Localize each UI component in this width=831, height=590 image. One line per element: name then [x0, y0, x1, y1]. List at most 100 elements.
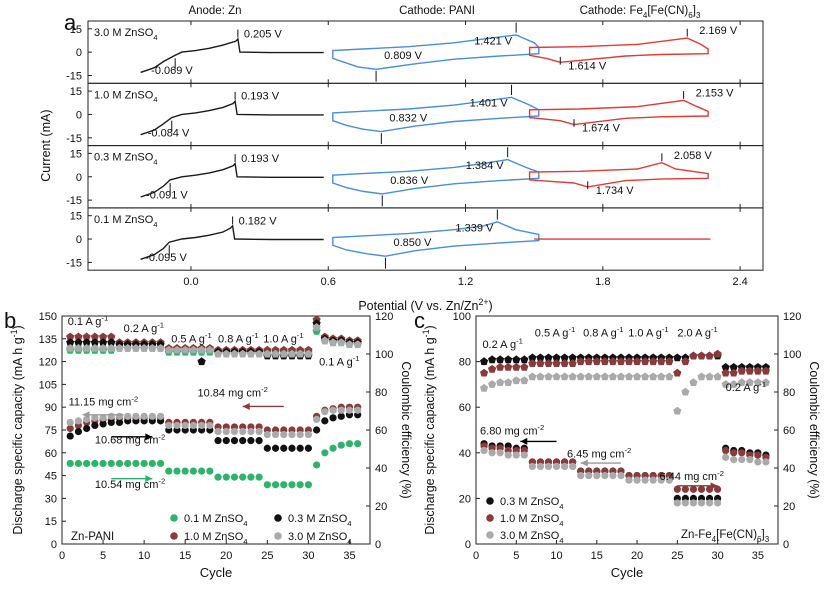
ce-point	[705, 372, 714, 381]
ce-point	[279, 349, 288, 358]
y-tick-label: -15	[66, 257, 82, 269]
label-span: -1	[759, 380, 766, 389]
capacity-point	[206, 467, 214, 475]
rate-label: 0.1 A g-1	[68, 314, 109, 328]
y-axis-title: Discharge specific capacity (mA h g-1)	[421, 325, 437, 534]
capacity-point	[649, 476, 657, 484]
capacity-point	[321, 408, 329, 416]
label-span: ]	[762, 529, 765, 541]
x-axis-title: Cycle	[200, 565, 233, 580]
pani-red-peak-label: 0.832 V	[389, 112, 428, 124]
zn-anode-cv-curve	[140, 161, 324, 198]
ce-point	[115, 344, 124, 352]
loading-label: 6.80 mg cm-2	[480, 423, 544, 437]
pani-ox-peak-label: 1.421 V	[474, 35, 513, 47]
capacity-point	[91, 414, 99, 422]
ce-point	[633, 372, 642, 381]
ce-point	[90, 338, 99, 347]
capacity-point	[304, 430, 312, 439]
capacity-point	[83, 459, 91, 468]
pani-red-peak-label: 0.850 V	[393, 237, 432, 249]
label-span: 2+	[479, 297, 489, 307]
pb-ox-peak-label: 2.169 V	[699, 25, 738, 37]
y2-tick-label: 60	[375, 425, 387, 437]
label-span: 0.1 M ZnSO	[94, 214, 154, 226]
capacity-point	[520, 451, 528, 459]
ce-point	[528, 359, 537, 367]
ce-point	[504, 378, 513, 386]
label-span: 1.0 M ZnSO	[500, 513, 560, 525]
x-tick-label: 5	[513, 550, 519, 562]
label-span: 10.68 mg cm	[95, 435, 159, 447]
ce-point	[246, 349, 255, 358]
capacity-point	[354, 406, 362, 414]
ce-point	[552, 353, 561, 362]
ce-point	[641, 357, 650, 366]
ce-point	[320, 336, 329, 345]
capacity-point	[329, 444, 337, 452]
legend-label: 3.0 M ZnSO4	[288, 531, 352, 546]
legend-marker	[486, 497, 494, 505]
y-tick-label: 30	[45, 493, 57, 505]
label-span: 6.80 mg cm	[480, 426, 537, 438]
capacity-point	[107, 418, 115, 426]
label-span: 0.5 A g	[171, 334, 205, 346]
zn-anode-cv-curve	[140, 37, 324, 74]
ce-point	[544, 359, 553, 367]
capacity-point	[705, 499, 714, 507]
ce-point	[520, 363, 529, 371]
ce-point	[713, 349, 722, 358]
ce-point	[600, 357, 609, 366]
label-span: 1.0 A g	[263, 334, 297, 346]
legend-marker	[170, 532, 178, 540]
y-tick-label: 0	[76, 234, 82, 246]
ce-point	[616, 357, 625, 366]
ce-point	[99, 332, 108, 341]
ce-point	[649, 357, 658, 366]
loading-arrow-head	[710, 482, 718, 490]
capacity-point	[74, 417, 83, 425]
label-span: 4	[559, 519, 564, 528]
capacity-point	[321, 417, 329, 425]
label-span: Discharge specific capacity (mA h g	[423, 337, 437, 534]
capacity-point	[263, 481, 271, 489]
capacity-point	[296, 430, 304, 439]
y2-tick-label: 0	[783, 539, 789, 551]
ce-point	[90, 344, 99, 352]
zn-ox-peak-label: 0.193 V	[241, 153, 280, 165]
label-span: -2	[624, 446, 631, 455]
legend-label: 3.0 M ZnSO4	[500, 530, 564, 545]
capacity-point	[280, 430, 288, 439]
ce-point	[496, 378, 505, 386]
y-tick-label: 15	[70, 86, 82, 98]
ce-point	[729, 380, 738, 388]
pb-ox-peak-label: 2.153 V	[696, 88, 735, 100]
ce-point	[197, 357, 206, 366]
pb-cathode-cv-curve	[528, 99, 709, 126]
y2-tick-label: 120	[375, 311, 393, 323]
loading-label: 11.15 mg cm-2	[69, 394, 139, 408]
capacity-point	[601, 472, 609, 480]
capacity-point	[625, 476, 633, 484]
y-tick-label: -15	[66, 133, 82, 145]
label-span: 0.1 A g	[319, 356, 353, 368]
ce-point	[90, 332, 99, 341]
ce-point	[197, 345, 206, 354]
capacity-point	[337, 406, 345, 414]
label-span: 3.0 M ZnSO	[288, 531, 348, 543]
label-span: 0.1 M ZnSO	[184, 513, 244, 525]
ce-point	[665, 372, 674, 381]
capacity-point	[214, 437, 222, 445]
capacity-point	[754, 451, 762, 459]
loading-label: 6.45 mg cm-2	[567, 446, 631, 460]
y-tick-label: 0	[51, 539, 57, 551]
rate-label: 0.1 A g-1	[319, 354, 360, 368]
rate-label: 0.5 A g-1	[171, 331, 212, 345]
y-tick-label: -15	[66, 195, 82, 207]
capacity-point	[304, 481, 312, 489]
label-span: -1	[617, 325, 624, 334]
label-span: )	[489, 299, 493, 313]
ce-point	[568, 372, 577, 381]
capacity-point	[156, 459, 165, 468]
capacity-point	[689, 485, 698, 493]
